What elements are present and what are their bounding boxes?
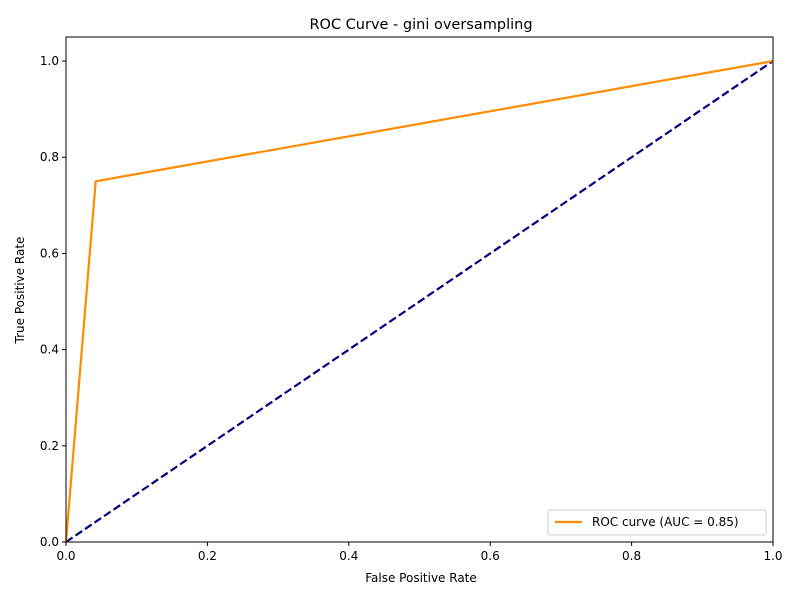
x-tick-label: 0.4 xyxy=(339,549,358,563)
y-tick-label: 1.0 xyxy=(40,54,59,68)
y-tick-label: 0.6 xyxy=(40,246,59,260)
axes-frame xyxy=(65,36,774,543)
legend-label-roc: ROC curve (AUC = 0.85) xyxy=(592,515,739,529)
chart-title: ROC Curve - gini oversampling xyxy=(309,17,532,33)
x-tick-label: 0.2 xyxy=(198,549,217,563)
axes: 0.0 0.2 0.4 0.6 0.8 1.0 0.0 0.2 0.4 0.6 0.8 1.0 xyxy=(40,36,783,563)
y-tick-label: 0.0 xyxy=(40,535,59,549)
y-tick-label: 0.4 xyxy=(40,343,59,357)
legend: ROC curve (AUC = 0.85) xyxy=(547,509,767,536)
x-tick-label: 0.6 xyxy=(481,549,500,563)
roc-curve-line xyxy=(64,59,774,543)
x-axis-label: False Positive Rate xyxy=(365,571,477,585)
chance-diagonal-line xyxy=(65,60,774,543)
y-tick-label: 0.2 xyxy=(40,439,59,453)
y-axis-label: True Positive Rate xyxy=(13,237,27,345)
legend-box xyxy=(547,509,767,536)
plot-area xyxy=(64,59,774,543)
x-tick-label: 0.0 xyxy=(56,549,75,563)
y-tick-label: 0.8 xyxy=(40,150,59,164)
x-tick-label: 1.0 xyxy=(763,549,782,563)
x-tick-label: 0.8 xyxy=(622,549,641,563)
